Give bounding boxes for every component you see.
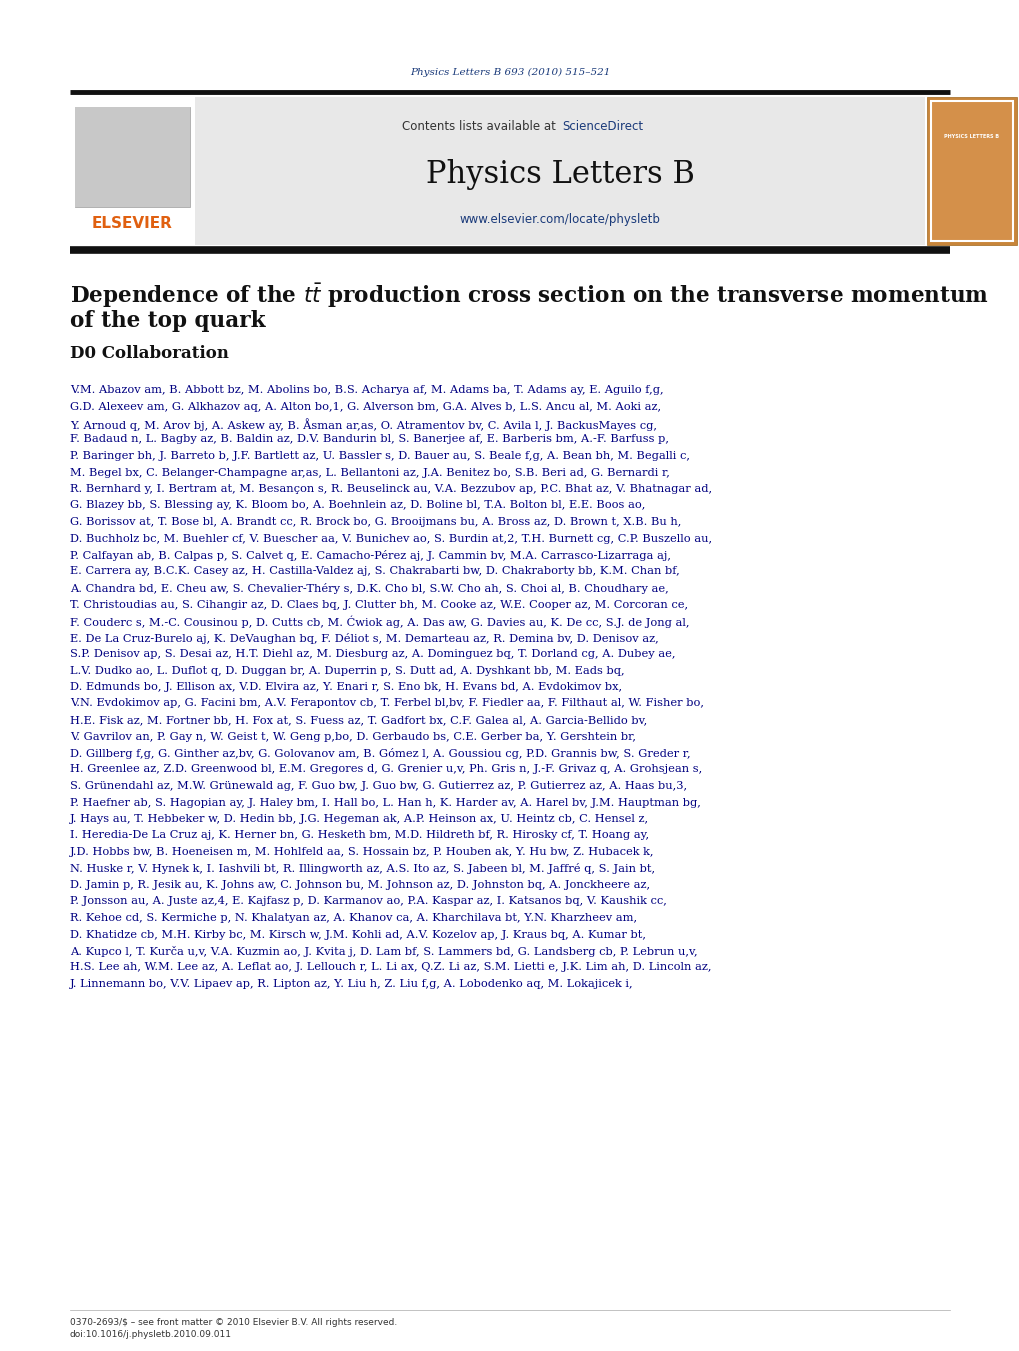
- Text: E. Carrera ay, B.C.K. Casey az, H. Castilla-Valdez aj, S. Chakrabarti bw, D. Cha: E. Carrera ay, B.C.K. Casey az, H. Casti…: [70, 566, 679, 577]
- Text: I. Heredia-De La Cruz aj, K. Herner bn, G. Hesketh bm, M.D. Hildreth bf, R. Hiro: I. Heredia-De La Cruz aj, K. Herner bn, …: [70, 831, 648, 840]
- Text: doi:10.1016/j.physletb.2010.09.011: doi:10.1016/j.physletb.2010.09.011: [70, 1329, 231, 1339]
- Text: H.E. Fisk az, M. Fortner bb, H. Fox at, S. Fuess az, T. Gadfort bx, C.F. Galea a: H.E. Fisk az, M. Fortner bb, H. Fox at, …: [70, 715, 647, 725]
- Text: ScienceDirect: ScienceDirect: [561, 120, 643, 134]
- Text: 0370-2693/$ – see front matter © 2010 Elsevier B.V. All rights reserved.: 0370-2693/$ – see front matter © 2010 El…: [70, 1319, 396, 1327]
- Text: T. Christoudias au, S. Cihangir az, D. Claes bq, J. Clutter bh, M. Cooke az, W.E: T. Christoudias au, S. Cihangir az, D. C…: [70, 600, 688, 609]
- Text: H. Greenlee az, Z.D. Greenwood bl, E.M. Gregores d, G. Grenier u,v, Ph. Gris n, : H. Greenlee az, Z.D. Greenwood bl, E.M. …: [70, 765, 701, 774]
- Text: R. Bernhard y, I. Bertram at, M. Besançon s, R. Beuselinck au, V.A. Bezzubov ap,: R. Bernhard y, I. Bertram at, M. Besanço…: [70, 484, 711, 494]
- Text: G. Blazey bb, S. Blessing ay, K. Bloom bo, A. Boehnlein az, D. Boline bl, T.A. B: G. Blazey bb, S. Blessing ay, K. Bloom b…: [70, 500, 645, 511]
- Text: D. Edmunds bo, J. Ellison ax, V.D. Elvira az, Y. Enari r, S. Eno bk, H. Evans bd: D. Edmunds bo, J. Ellison ax, V.D. Elvir…: [70, 682, 622, 692]
- Text: Physics Letters B 693 (2010) 515–521: Physics Letters B 693 (2010) 515–521: [410, 68, 609, 77]
- Text: Contents lists available at: Contents lists available at: [401, 120, 559, 134]
- Text: D. Jamin p, R. Jesik au, K. Johns aw, C. Johnson bu, M. Johnson az, D. Johnston : D. Jamin p, R. Jesik au, K. Johns aw, C.…: [70, 880, 649, 890]
- Bar: [195, 97, 924, 245]
- Bar: [930, 101, 1012, 240]
- Bar: [926, 97, 1016, 245]
- Text: J. Hays au, T. Hebbeker w, D. Hedin bb, J.G. Hegeman ak, A.P. Heinson ax, U. Hei: J. Hays au, T. Hebbeker w, D. Hedin bb, …: [70, 815, 648, 824]
- Text: H.S. Lee ah, W.M. Lee az, A. Leflat ao, J. Lellouch r, L. Li ax, Q.Z. Li az, S.M: H.S. Lee ah, W.M. Lee az, A. Leflat ao, …: [70, 962, 711, 973]
- Text: PHYSICS LETTERS B: PHYSICS LETTERS B: [944, 135, 999, 139]
- Text: www.elsevier.com/locate/physletb: www.elsevier.com/locate/physletb: [460, 212, 659, 226]
- Text: J. Linnemann bo, V.V. Lipaev ap, R. Lipton az, Y. Liu h, Z. Liu f,g, A. Lobodenk: J. Linnemann bo, V.V. Lipaev ap, R. Lipt…: [70, 979, 633, 989]
- Text: Physics Letters B: Physics Letters B: [425, 159, 694, 190]
- Text: Y. Arnoud q, M. Arov bj, A. Askew ay, B. Åsman ar,as, O. Atramentov bv, C. Avila: Y. Arnoud q, M. Arov bj, A. Askew ay, B.…: [70, 417, 656, 431]
- Text: P. Haefner ab, S. Hagopian ay, J. Haley bm, I. Hall bo, L. Han h, K. Harder av, : P. Haefner ab, S. Hagopian ay, J. Haley …: [70, 797, 700, 808]
- Text: A. Chandra bd, E. Cheu aw, S. Chevalier-Théry s, D.K. Cho bl, S.W. Cho ah, S. Ch: A. Chandra bd, E. Cheu aw, S. Chevalier-…: [70, 584, 668, 594]
- Text: L.V. Dudko ao, L. Duflot q, D. Duggan br, A. Duperrin p, S. Dutt ad, A. Dyshkant: L.V. Dudko ao, L. Duflot q, D. Duggan br…: [70, 666, 624, 676]
- Text: D. Khatidze cb, M.H. Kirby bc, M. Kirsch w, J.M. Kohli ad, A.V. Kozelov ap, J. K: D. Khatidze cb, M.H. Kirby bc, M. Kirsch…: [70, 929, 645, 939]
- Text: S.P. Denisov ap, S. Desai az, H.T. Diehl az, M. Diesburg az, A. Dominguez bq, T.: S.P. Denisov ap, S. Desai az, H.T. Diehl…: [70, 648, 675, 659]
- Text: G. Borissov at, T. Bose bl, A. Brandt cc, R. Brock bo, G. Brooijmans bu, A. Bros: G. Borissov at, T. Bose bl, A. Brandt cc…: [70, 517, 681, 527]
- Text: P. Calfayan ab, B. Calpas p, S. Calvet q, E. Camacho-Pérez aj, J. Cammin bv, M.A: P. Calfayan ab, B. Calpas p, S. Calvet q…: [70, 550, 671, 561]
- Text: F. Badaud n, L. Bagby az, B. Baldin az, D.V. Bandurin bl, S. Banerjee af, E. Bar: F. Badaud n, L. Bagby az, B. Baldin az, …: [70, 435, 668, 444]
- Text: M. Begel bx, C. Belanger-Champagne ar,as, L. Bellantoni az, J.A. Benitez bo, S.B: M. Begel bx, C. Belanger-Champagne ar,as…: [70, 467, 669, 477]
- Text: J.D. Hobbs bw, B. Hoeneisen m, M. Hohlfeld aa, S. Hossain bz, P. Houben ak, Y. H: J.D. Hobbs bw, B. Hoeneisen m, M. Hohlfe…: [70, 847, 654, 857]
- Text: R. Kehoe cd, S. Kermiche p, N. Khalatyan az, A. Khanov ca, A. Kharchilava bt, Y.: R. Kehoe cd, S. Kermiche p, N. Khalatyan…: [70, 913, 637, 923]
- Text: A. Kupco l, T. Kurča u,v, V.A. Kuzmin ao, J. Kvita j, D. Lam bf, S. Lammers bd, : A. Kupco l, T. Kurča u,v, V.A. Kuzmin ao…: [70, 946, 697, 957]
- Bar: [70, 97, 949, 245]
- Text: G.D. Alexeev am, G. Alkhazov aq, A. Alton bo,1, G. Alverson bm, G.A. Alves b, L.: G.D. Alexeev am, G. Alkhazov aq, A. Alto…: [70, 401, 660, 412]
- Text: N. Huske r, V. Hynek k, I. Iashvili bt, R. Illingworth az, A.S. Ito az, S. Jabee: N. Huske r, V. Hynek k, I. Iashvili bt, …: [70, 863, 654, 874]
- Text: ELSEVIER: ELSEVIER: [92, 216, 172, 231]
- Bar: [75, 107, 190, 207]
- Text: E. De La Cruz-Burelo aj, K. DeVaughan bq, F. Déliot s, M. Demarteau az, R. Demin: E. De La Cruz-Burelo aj, K. DeVaughan bq…: [70, 632, 658, 643]
- Text: V.N. Evdokimov ap, G. Facini bm, A.V. Ferapontov cb, T. Ferbel bl,bv, F. Fiedler: V.N. Evdokimov ap, G. Facini bm, A.V. Fe…: [70, 698, 703, 708]
- Text: S. Grünendahl az, M.W. Grünewald ag, F. Guo bw, J. Guo bw, G. Gutierrez az, P. G: S. Grünendahl az, M.W. Grünewald ag, F. …: [70, 781, 687, 790]
- Text: P. Jonsson au, A. Juste az,4, E. Kajfasz p, D. Karmanov ao, P.A. Kaspar az, I. K: P. Jonsson au, A. Juste az,4, E. Kajfasz…: [70, 897, 666, 907]
- Text: D. Gillberg f,g, G. Ginther az,bv, G. Golovanov am, B. Gómez l, A. Goussiou cg, : D. Gillberg f,g, G. Ginther az,bv, G. Go…: [70, 748, 690, 759]
- Text: of the top quark: of the top quark: [70, 309, 265, 332]
- Text: V. Gavrilov an, P. Gay n, W. Geist t, W. Geng p,bo, D. Gerbaudo bs, C.E. Gerber : V. Gavrilov an, P. Gay n, W. Geist t, W.…: [70, 731, 636, 742]
- Text: F. Couderc s, M.-C. Cousinou p, D. Cutts cb, M. Ćwiok ag, A. Das aw, G. Davies a: F. Couderc s, M.-C. Cousinou p, D. Cutts…: [70, 616, 689, 628]
- Text: V.M. Abazov am, B. Abbott bz, M. Abolins bo, B.S. Acharya af, M. Adams ba, T. Ad: V.M. Abazov am, B. Abbott bz, M. Abolins…: [70, 385, 663, 394]
- Text: D. Buchholz bc, M. Buehler cf, V. Buescher aa, V. Bunichev ao, S. Burdin at,2, T: D. Buchholz bc, M. Buehler cf, V. Buesch…: [70, 534, 711, 543]
- Text: P. Baringer bh, J. Barreto b, J.F. Bartlett az, U. Bassler s, D. Bauer au, S. Be: P. Baringer bh, J. Barreto b, J.F. Bartl…: [70, 451, 689, 461]
- Bar: [75, 107, 190, 207]
- Text: D0 Collaboration: D0 Collaboration: [70, 345, 228, 362]
- Text: Dependence of the $t\bar{t}$ production cross section on the transverse momentum: Dependence of the $t\bar{t}$ production …: [70, 282, 988, 311]
